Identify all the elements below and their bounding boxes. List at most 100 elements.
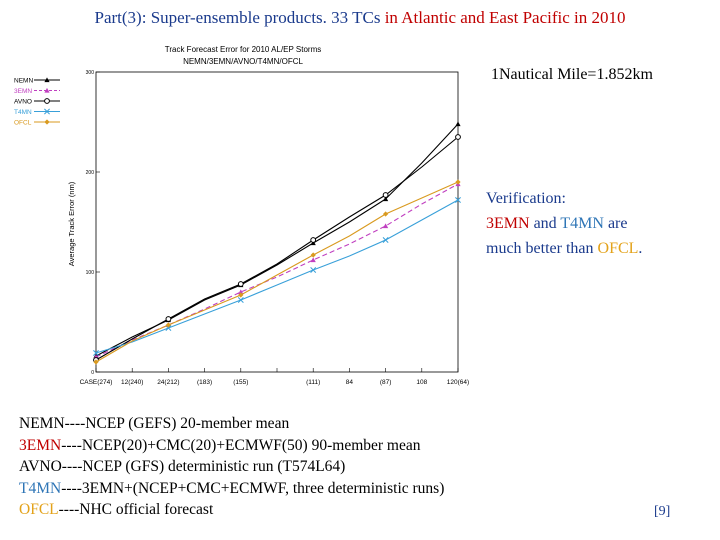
- x-tick-label: 108: [416, 379, 427, 386]
- data-point: [44, 77, 50, 83]
- verification-line-1: Verification:: [486, 190, 566, 207]
- series-nemn: [93, 121, 461, 359]
- data-point: [455, 179, 461, 185]
- x-tick-label: (87): [380, 379, 392, 386]
- y-tick-label: 300: [86, 70, 95, 76]
- y-tick-label: 100: [86, 270, 95, 276]
- data-point: [383, 223, 389, 229]
- legend-label: 3EMN: [14, 88, 32, 95]
- verification-line-2: 3EMN and T4MN are: [486, 211, 642, 236]
- definition-text: ----NCEP (GEFS) 20-member mean: [64, 415, 290, 432]
- definition-ofcl: OFCL----NHC official forecast: [19, 499, 444, 521]
- definition-3emn: 3EMN----NCEP(20)+CMC(20)+ECMWF(50) 90-me…: [19, 435, 444, 457]
- chart-title: Track Forecast Error for 2010 AL/EP Stor…: [165, 45, 322, 54]
- verification-and: and: [529, 215, 561, 232]
- legend-item-3emn: 3EMN: [14, 87, 60, 95]
- data-point: [238, 289, 244, 295]
- definition-text: ----NHC official forecast: [58, 501, 214, 518]
- definition-text: ----3EMN+(NCEP+CMC+ECMWF, three determin…: [61, 479, 445, 497]
- data-point: [93, 359, 99, 365]
- data-point-stroke: [310, 267, 317, 273]
- definition-key: 3EMN: [19, 436, 62, 454]
- definition-key: OFCL: [19, 501, 59, 518]
- definition-key: AVNO: [19, 458, 62, 475]
- data-point: [310, 257, 316, 263]
- title-prefix: Part(3): Super-ensemble products. 33 TCs: [94, 8, 385, 27]
- title-highlight: in Atlantic and East Pacific in 2010: [384, 8, 626, 27]
- data-point: [44, 87, 50, 93]
- verification-ofcl: OFCL: [597, 240, 639, 257]
- series-line: [95, 123, 459, 357]
- data-point: [310, 252, 316, 258]
- series-avno: [93, 134, 461, 363]
- chart-y-axis-label: Average Track Error (nm): [67, 181, 76, 266]
- x-tick-label: 84: [346, 379, 354, 386]
- data-point: [44, 119, 50, 125]
- data-point-stroke: [237, 297, 244, 303]
- data-point: [455, 134, 461, 140]
- legend-item-nemn: NEMN: [14, 77, 60, 85]
- data-point-stroke: [382, 237, 389, 243]
- data-point: [165, 322, 171, 328]
- x-tick-label: 24(212): [157, 379, 179, 386]
- data-point: [93, 350, 99, 356]
- series-3emn: [93, 181, 461, 360]
- data-point: [165, 316, 172, 322]
- data-point: [383, 211, 389, 217]
- chart-subtitle: NEMN/3EMN/AVNO/T4MN/OFCL: [183, 57, 303, 66]
- data-point: [310, 267, 317, 273]
- data-point: [310, 237, 317, 243]
- data-point-stroke: [93, 350, 99, 356]
- verification-line-3: much better than OFCL.: [486, 236, 642, 261]
- verification-better-than: much better than: [486, 240, 598, 257]
- series-line: [95, 136, 459, 361]
- definition-avno: AVNO----NCEP (GFS) deterministic run (T5…: [19, 456, 444, 478]
- definition-key: NEMN: [19, 415, 65, 432]
- x-tick-label: (155): [233, 379, 248, 386]
- data-point: [382, 237, 389, 243]
- data-point: [455, 197, 461, 203]
- data-point: [383, 196, 389, 202]
- y-tick-label: 200: [86, 170, 95, 176]
- x-tick-label: (183): [197, 379, 212, 386]
- verification-text: Verification: 3EMN and T4MN are much bet…: [486, 186, 642, 261]
- chart-series-layer: [93, 121, 461, 365]
- nautical-mile-note: 1Nautical Mile=1.852km: [491, 66, 653, 83]
- x-tick-label: CASE(274): [80, 379, 113, 386]
- slide-title: Part(3): Super-ensemble products. 33 TCs…: [0, 8, 720, 28]
- data-point: [44, 108, 50, 115]
- data-point-stroke: [44, 108, 50, 115]
- verification-period: .: [638, 240, 643, 257]
- series-t4mn: [93, 197, 461, 356]
- track-error-chart: Track Forecast Error for 2010 AL/EP Stor…: [14, 45, 470, 386]
- y-tick-label: 0: [91, 370, 94, 376]
- legend-item-ofcl: OFCL: [14, 119, 60, 127]
- data-point: [237, 297, 244, 303]
- series-line: [95, 181, 459, 363]
- legend-label: NEMN: [14, 78, 33, 85]
- definition-text: ----NCEP (GFS) deterministic run (T574L6…: [61, 458, 346, 475]
- series-line: [95, 183, 459, 358]
- definition-t4mn: T4MN----3EMN+(NCEP+CMC+ECMWF, three dete…: [19, 478, 444, 500]
- series-line: [95, 199, 459, 354]
- x-tick-label: 120(64): [447, 379, 469, 386]
- data-point: [237, 281, 244, 287]
- data-point: [238, 292, 244, 298]
- chart-legend: NEMN 3EMN AVNO T4MN OFCL: [14, 77, 60, 127]
- x-tick-label: 12(240): [121, 379, 143, 386]
- legend-label: AVNO: [14, 99, 32, 106]
- data-point-stroke: [165, 325, 172, 331]
- verification-3emn: 3EMN: [486, 215, 530, 232]
- legend-item-t4mn: T4MN: [14, 108, 60, 116]
- legend-item-avno: AVNO: [14, 98, 60, 106]
- plot-frame: [95, 71, 459, 373]
- model-definitions: NEMN----NCEP (GEFS) 20-member mean 3EMN-…: [19, 413, 444, 521]
- data-point-stroke: [455, 197, 461, 203]
- definition-key: T4MN: [19, 479, 62, 497]
- legend-label: T4MN: [14, 109, 32, 116]
- legend-label: OFCL: [14, 120, 32, 127]
- definition-nemn: NEMN----NCEP (GEFS) 20-member mean: [19, 413, 444, 435]
- chart-axes: 0 100 200 300 CASE(274) 12(240) 24(212) (183) (1…: [80, 70, 470, 386]
- verification-t4mn: T4MN: [560, 215, 604, 232]
- definition-text: ----NCEP(20)+CMC(20)+ECMWF(50) 90-member…: [61, 436, 421, 454]
